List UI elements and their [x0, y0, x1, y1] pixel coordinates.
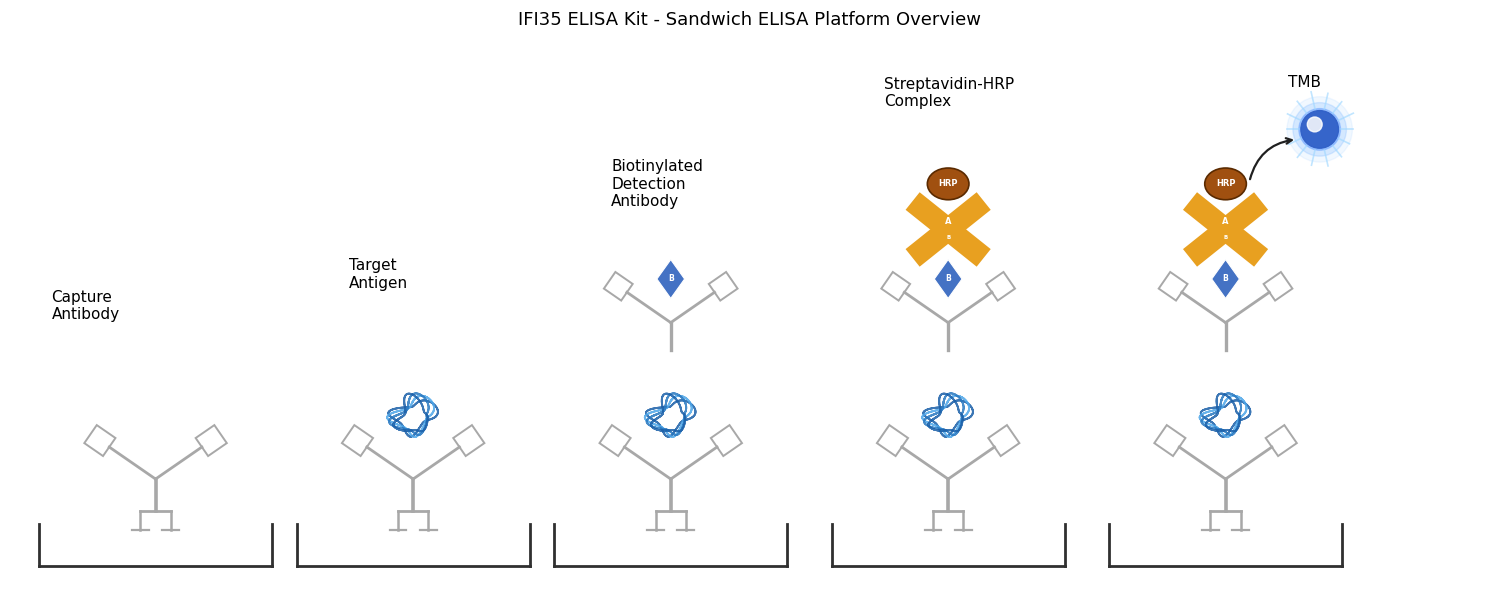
Text: TMB: TMB	[1288, 75, 1322, 90]
Text: Capture
Antibody: Capture Antibody	[51, 290, 120, 322]
Text: B: B	[946, 235, 951, 240]
Text: B: B	[1222, 274, 1228, 283]
Text: A: A	[1222, 217, 1228, 226]
Polygon shape	[934, 260, 962, 298]
Ellipse shape	[927, 168, 969, 200]
Text: B: B	[945, 274, 951, 283]
Text: Target
Antigen: Target Antigen	[348, 259, 408, 291]
Polygon shape	[1212, 260, 1239, 298]
Text: Streptavidin-HRP
Complex: Streptavidin-HRP Complex	[884, 77, 1014, 109]
Text: HRP: HRP	[1216, 179, 1236, 188]
Ellipse shape	[1204, 168, 1246, 200]
Text: B: B	[1224, 235, 1227, 240]
Circle shape	[1300, 110, 1338, 148]
Circle shape	[1308, 117, 1322, 132]
Text: Biotinylated
Detection
Antibody: Biotinylated Detection Antibody	[612, 160, 704, 209]
Text: A: A	[945, 217, 951, 226]
Circle shape	[1287, 97, 1353, 162]
Text: HRP: HRP	[939, 179, 958, 188]
Circle shape	[1293, 103, 1347, 156]
Circle shape	[1299, 109, 1341, 150]
Text: IFI35 ELISA Kit - Sandwich ELISA Platform Overview: IFI35 ELISA Kit - Sandwich ELISA Platfor…	[519, 11, 981, 29]
Text: B: B	[668, 274, 674, 283]
Polygon shape	[657, 260, 684, 298]
